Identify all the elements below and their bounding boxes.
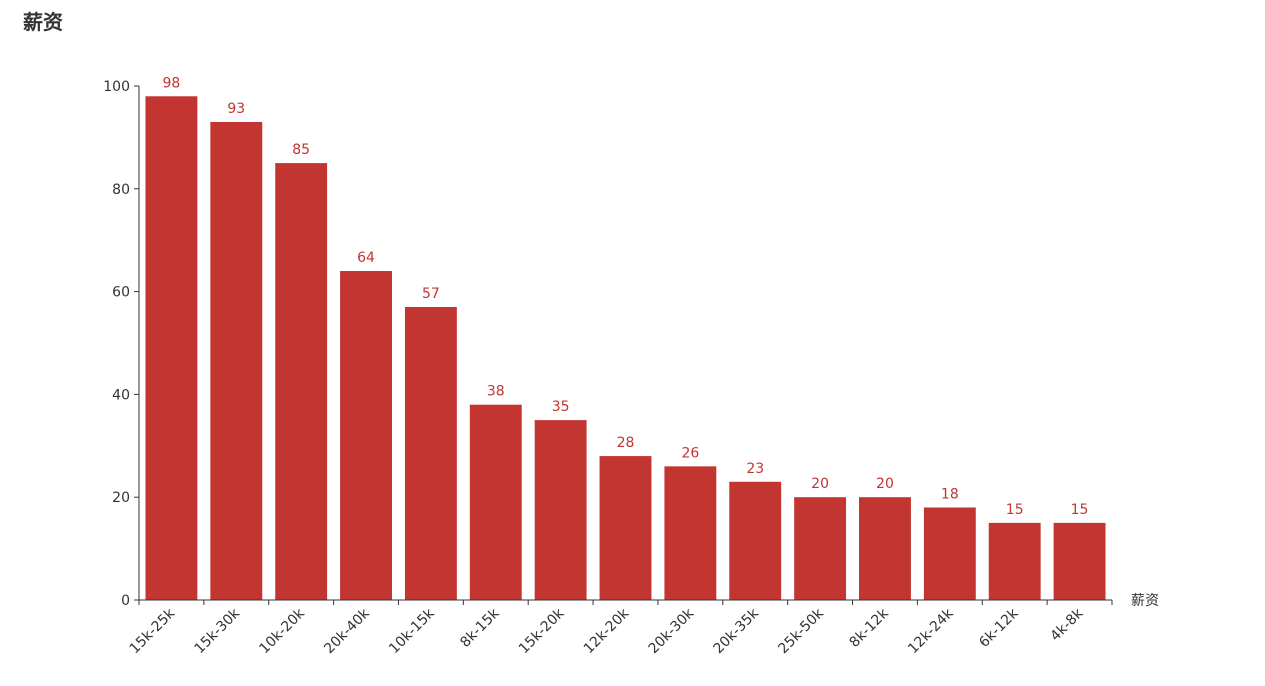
bar-value-label: 18 bbox=[941, 486, 959, 502]
bar-value-label: 26 bbox=[681, 445, 699, 461]
x-tick-label: 25k-50k bbox=[775, 605, 827, 657]
bar[interactable] bbox=[859, 497, 911, 600]
x-tick-label: 20k-35k bbox=[711, 605, 763, 657]
x-axis-name: 薪资 bbox=[1131, 593, 1159, 609]
bar[interactable] bbox=[210, 121, 263, 600]
bar[interactable] bbox=[469, 404, 522, 600]
bar[interactable] bbox=[988, 522, 1041, 600]
y-axis: 0 20 40 60 80 100 bbox=[103, 79, 139, 609]
bar[interactable] bbox=[794, 497, 847, 600]
chart-title: 薪资 bbox=[23, 10, 63, 34]
x-tick-label: 15k-25k bbox=[127, 605, 179, 657]
x-tick-label: 12k-20k bbox=[581, 605, 633, 657]
x-axis: 15k-25k 15k-30k 10k-20k 20k-40k 10k-15k 8k-15… bbox=[127, 600, 1113, 657]
bar-value-label: 57 bbox=[422, 286, 440, 302]
bar-value-label: 98 bbox=[163, 75, 181, 91]
x-tick-label: 20k-40k bbox=[321, 605, 373, 657]
x-tick-label: 4k-8k bbox=[1047, 605, 1087, 645]
x-tick-label: 15k-20k bbox=[516, 605, 568, 657]
x-tick-label: 12k-24k bbox=[905, 605, 957, 657]
bar[interactable] bbox=[145, 96, 198, 600]
bar[interactable] bbox=[923, 507, 976, 600]
y-tick-label: 100 bbox=[103, 79, 130, 95]
bar[interactable] bbox=[664, 466, 717, 600]
bar-value-label: 64 bbox=[357, 250, 375, 266]
bar-value-label: 15 bbox=[1006, 502, 1024, 518]
x-tick-label: 15k-30k bbox=[192, 605, 244, 657]
y-tick-label: 0 bbox=[121, 593, 130, 609]
x-tick-label: 10k-15k bbox=[386, 605, 438, 657]
data-labels: 98 93 85 64 57 38 35 28 26 23 20 20 18 15 15 bbox=[163, 75, 1089, 518]
y-tick-label: 60 bbox=[112, 285, 130, 301]
x-tick-label: 8k-12k bbox=[847, 605, 893, 651]
y-tick-label: 20 bbox=[112, 490, 130, 506]
bar-value-label: 93 bbox=[227, 101, 245, 117]
x-tick-label: 8k-15k bbox=[457, 605, 503, 651]
x-tick-label: 6k-12k bbox=[976, 605, 1022, 651]
y-tick-label: 40 bbox=[112, 387, 130, 403]
bar[interactable] bbox=[599, 456, 652, 600]
bar[interactable] bbox=[1053, 522, 1106, 600]
bar[interactable] bbox=[404, 307, 457, 600]
bar[interactable] bbox=[340, 271, 392, 600]
x-tick-label: 20k-30k bbox=[646, 605, 698, 657]
bar[interactable] bbox=[729, 481, 782, 600]
bar-value-label: 15 bbox=[1071, 502, 1089, 518]
bar-series bbox=[145, 96, 1106, 600]
bar[interactable] bbox=[275, 163, 328, 600]
bar-value-label: 85 bbox=[292, 142, 310, 158]
bar-value-label: 23 bbox=[746, 461, 764, 477]
bar-value-label: 35 bbox=[552, 399, 570, 415]
bar-value-label: 20 bbox=[811, 476, 829, 492]
y-tick-label: 80 bbox=[112, 182, 130, 198]
bar-value-label: 38 bbox=[487, 384, 505, 400]
x-tick-label: 10k-20k bbox=[256, 605, 308, 657]
bar-value-label: 20 bbox=[876, 476, 894, 492]
bar-value-label: 28 bbox=[617, 435, 635, 451]
bar[interactable] bbox=[534, 420, 587, 600]
